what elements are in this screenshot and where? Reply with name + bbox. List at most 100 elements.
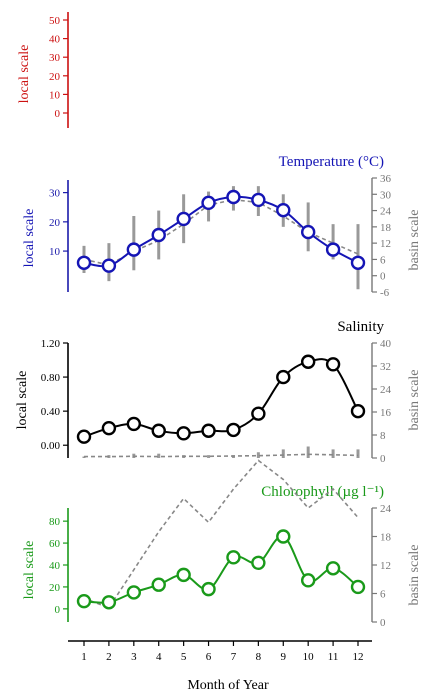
panel-top-ytick-label-4: 40	[49, 34, 61, 46]
chlorophyll-point-9	[276, 529, 291, 544]
chlorophyll-left-tick-label-3: 60	[49, 538, 61, 550]
panel-top-ytick-label-1: 10	[49, 89, 61, 101]
chlorophyll-right-tick-label-2: 12	[380, 560, 391, 572]
temperature-right-tick-label-6: 30	[380, 189, 392, 201]
temperature-right-tick-label-2: 6	[380, 254, 386, 266]
salinity-point-3	[126, 416, 142, 432]
x-tick-label-6: 6	[206, 651, 212, 663]
temperature-point-8	[251, 192, 266, 208]
temperature-point-5	[176, 211, 191, 227]
chlorophyll-point-4	[151, 577, 166, 592]
x-tick-label-8: 8	[256, 651, 262, 663]
salinity-point-1	[76, 429, 92, 444]
chlorophyll-point-3	[126, 585, 142, 600]
x-axis-label: Month of Year	[187, 678, 269, 693]
chlorophyll-right-tick-label-0: 0	[380, 617, 386, 629]
chlorophyll-point-10	[300, 573, 316, 588]
salinity-right-tick-label-2: 16	[380, 407, 392, 419]
salinity-right-tick-label-3: 24	[380, 384, 392, 396]
x-tick-label-9: 9	[281, 651, 287, 663]
salinity-title: Salinity	[337, 319, 384, 335]
chlorophyll-left-tick-label-0: 0	[55, 604, 61, 616]
temperature-right-tick-label-3: 12	[380, 238, 391, 250]
temperature-left-tick-label-2: 30	[49, 188, 61, 200]
salinity-left-tick-label-1: 0.40	[41, 406, 61, 418]
salinity-left-tick-label-3: 1.20	[41, 338, 61, 350]
chlorophyll-left-tick-label-4: 80	[49, 516, 61, 528]
temperature-point-7	[226, 189, 241, 205]
chlorophyll-point-11	[325, 561, 341, 576]
chlorophyll-title: Chlorophyll (µg l⁻¹)	[261, 484, 384, 500]
chlorophyll-point-6	[201, 581, 216, 597]
salinity-point-6	[201, 423, 216, 438]
salinity-point-12	[350, 403, 366, 419]
salinity-left-tick-label-0: 0.00	[41, 440, 61, 452]
chlorophyll-point-7	[226, 550, 241, 565]
salinity-point-11	[325, 357, 341, 372]
x-tick-label-3: 3	[131, 651, 137, 663]
temperature-point-11	[325, 242, 341, 257]
salinity-left-tick-label-2: 0.80	[41, 372, 61, 384]
panel-top-ytick-label-5: 50	[49, 15, 61, 27]
chlorophyll-local-line	[83, 535, 359, 604]
temperature-point-6	[201, 195, 216, 211]
temperature-point-3	[126, 242, 142, 257]
salinity-point-4	[151, 423, 166, 438]
panel-chlorophyll: 0 20 40 60 80 0 6 12 18 24	[49, 459, 392, 629]
salinity-right-tick-label-5: 40	[380, 338, 392, 350]
salinity-point-9	[276, 369, 291, 385]
temperature-ylabel-left: local scale	[22, 209, 37, 268]
salinity-right-tick-label-4: 32	[380, 361, 391, 373]
salinity-local-line	[83, 358, 359, 438]
salinity-basin-mean-line	[84, 453, 359, 458]
chlorophyll-ylabel-right: basin scale	[407, 544, 422, 605]
x-tick-label-11: 11	[328, 651, 339, 663]
chlorophyll-point-5	[176, 567, 191, 583]
temperature-point-1	[76, 255, 92, 270]
temperature-right-tick-label-7: 36	[380, 173, 392, 185]
temperature-point-4	[151, 227, 166, 243]
salinity-ylabel-right: basin scale	[407, 369, 422, 430]
salinity-right-tick-label-1: 8	[380, 430, 386, 442]
x-tick-label-1: 1	[81, 651, 87, 663]
salinity-ylabel-left: local scale	[15, 371, 30, 430]
temperature-right-tick-label-4: 18	[380, 222, 392, 234]
chlorophyll-left-tick-label-2: 40	[49, 560, 61, 572]
temperature-local-line	[83, 195, 359, 268]
temperature-point-2	[101, 258, 117, 273]
x-tick-label-12: 12	[353, 651, 364, 663]
x-tick-label-4: 4	[156, 651, 162, 663]
x-tick-label-5: 5	[181, 651, 187, 663]
chlorophyll-ylabel-left: local scale	[22, 541, 37, 600]
temperature-left-tick-label-1: 20	[49, 217, 61, 229]
panel-temperature: 10 20 30 -6 0 6 12 18 24 30 36	[49, 173, 392, 299]
panel-top-ytick-label-0: 0	[55, 108, 61, 120]
salinity-point-7	[226, 422, 241, 438]
temperature-right-tick-label-5: 24	[380, 206, 392, 218]
salinity-point-8	[251, 406, 266, 421]
temperature-title: Temperature (°C)	[279, 154, 384, 170]
temperature-point-9	[276, 202, 291, 218]
chlorophyll-point-12	[350, 579, 366, 595]
chlorophyll-point-8	[251, 555, 266, 571]
panel-salinity: 0.00 0.40 0.80 1.20 0 8 16 24 32 40	[41, 338, 392, 465]
x-tick-label-7: 7	[231, 651, 237, 663]
chlorophyll-basin-mean-line	[83, 459, 359, 609]
x-tick-label-10: 10	[303, 651, 315, 663]
temperature-ylabel-right: basin scale	[407, 209, 422, 270]
panel-top-ytick-label-2: 20	[49, 71, 61, 83]
salinity-right-tick-label-0: 0	[380, 453, 386, 465]
salinity-point-10	[300, 354, 316, 369]
temperature-point-12	[350, 255, 366, 270]
chlorophyll-left-tick-label-1: 20	[49, 582, 61, 594]
temperature-left-tick-label-0: 10	[49, 246, 61, 258]
panel-top-ytick-label-3: 30	[49, 52, 61, 64]
salinity-point-5	[176, 426, 191, 441]
temperature-point-10	[300, 224, 316, 240]
temperature-right-tick-label-1: 0	[380, 271, 386, 283]
chlorophyll-point-2	[101, 595, 117, 610]
chlorophyll-right-tick-label-3: 18	[380, 532, 392, 544]
temperature-right-tick-label-0: -6	[380, 287, 390, 299]
chlorophyll-right-tick-label-4: 24	[380, 503, 392, 515]
panel-top-ylabel: local scale	[17, 45, 32, 104]
